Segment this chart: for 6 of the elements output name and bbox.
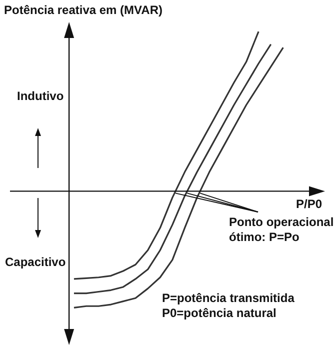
y-axis-title: Potência reativa em (MVAR)	[4, 3, 162, 17]
text: Capacitivo	[5, 255, 66, 269]
annotation: P=potência transmitida P0=potência natural	[162, 291, 295, 320]
annotation: Ponto operacional ótimo: P=Po	[229, 215, 334, 244]
x-axis-title: P/P0	[296, 197, 322, 211]
text: Indutivo	[17, 89, 64, 103]
